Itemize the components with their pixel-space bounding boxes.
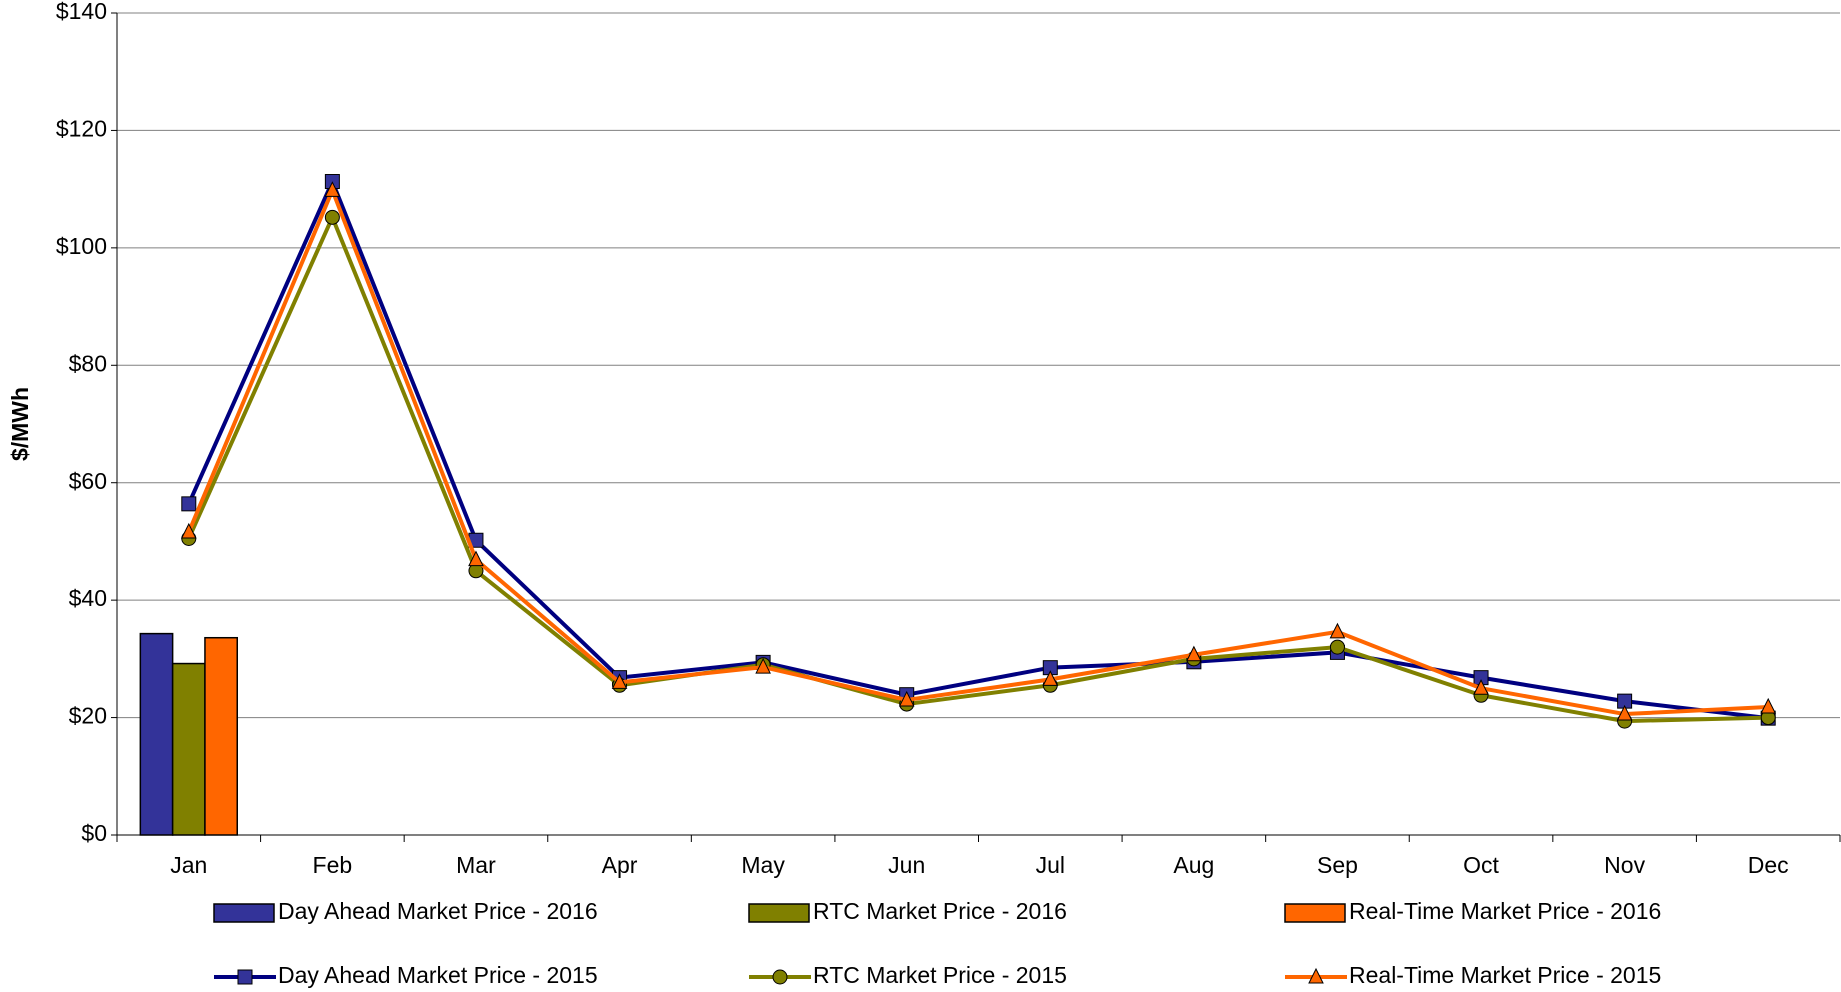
legend-label: RTC Market Price - 2016 xyxy=(813,898,1067,924)
marker xyxy=(755,657,771,674)
marker xyxy=(1760,697,1777,714)
x-tick-label: Dec xyxy=(1748,852,1789,878)
bar xyxy=(171,662,206,836)
marker xyxy=(324,209,340,225)
legend-swatch xyxy=(748,903,810,923)
marker xyxy=(1042,670,1059,686)
legend-label: Day Ahead Market Price - 2015 xyxy=(278,962,598,988)
legend-label: Real-Time Market Price - 2016 xyxy=(1349,898,1661,924)
x-tick-label: May xyxy=(741,852,785,878)
y-axis-title: $/MWh xyxy=(7,387,33,461)
x-tick-label: Oct xyxy=(1463,852,1499,878)
x-tick-label: Nov xyxy=(1604,852,1645,878)
legend-label: Real-Time Market Price - 2015 xyxy=(1349,962,1661,988)
marker xyxy=(772,969,788,985)
y-tick-label: $120 xyxy=(56,116,107,142)
marker xyxy=(611,673,628,689)
y-tick-label: $40 xyxy=(69,585,107,611)
legend-label: Day Ahead Market Price - 2016 xyxy=(278,898,598,924)
marker xyxy=(324,181,341,197)
x-tick-label: Jul xyxy=(1036,852,1065,878)
x-tick-label: Mar xyxy=(456,852,496,878)
x-tick-label: Jun xyxy=(888,852,925,878)
marker xyxy=(898,690,915,707)
marker xyxy=(1473,679,1489,695)
x-tick-label: Feb xyxy=(313,852,353,878)
legend-swatch xyxy=(1284,903,1346,923)
y-tick-label: $140 xyxy=(56,0,107,24)
line xyxy=(186,188,1769,717)
marker xyxy=(1186,645,1202,662)
y-tick-label: $80 xyxy=(69,350,107,376)
bar xyxy=(139,632,174,836)
x-tick-label: Aug xyxy=(1173,852,1214,878)
y-tick-label: $20 xyxy=(69,703,107,729)
marker xyxy=(180,522,197,539)
series xyxy=(180,181,1777,721)
marker xyxy=(181,496,197,512)
legend-swatch xyxy=(213,903,275,923)
x-tick-label: Sep xyxy=(1317,852,1358,878)
series xyxy=(181,209,1776,729)
marker xyxy=(1329,622,1346,639)
y-tick-label: $100 xyxy=(56,233,107,259)
marker xyxy=(237,969,253,985)
y-tick-label: $60 xyxy=(69,468,107,494)
marker xyxy=(1616,704,1633,721)
legend-label: RTC Market Price - 2015 xyxy=(813,962,1067,988)
x-tick-label: Jan xyxy=(170,852,207,878)
line xyxy=(186,215,1769,724)
marker xyxy=(468,550,484,567)
series xyxy=(181,174,1776,726)
marker xyxy=(1308,967,1324,984)
marker xyxy=(1329,639,1345,655)
y-tick-label: $0 xyxy=(81,820,107,846)
x-tick-label: Apr xyxy=(602,852,638,878)
bar xyxy=(204,636,239,836)
line xyxy=(186,179,1769,721)
